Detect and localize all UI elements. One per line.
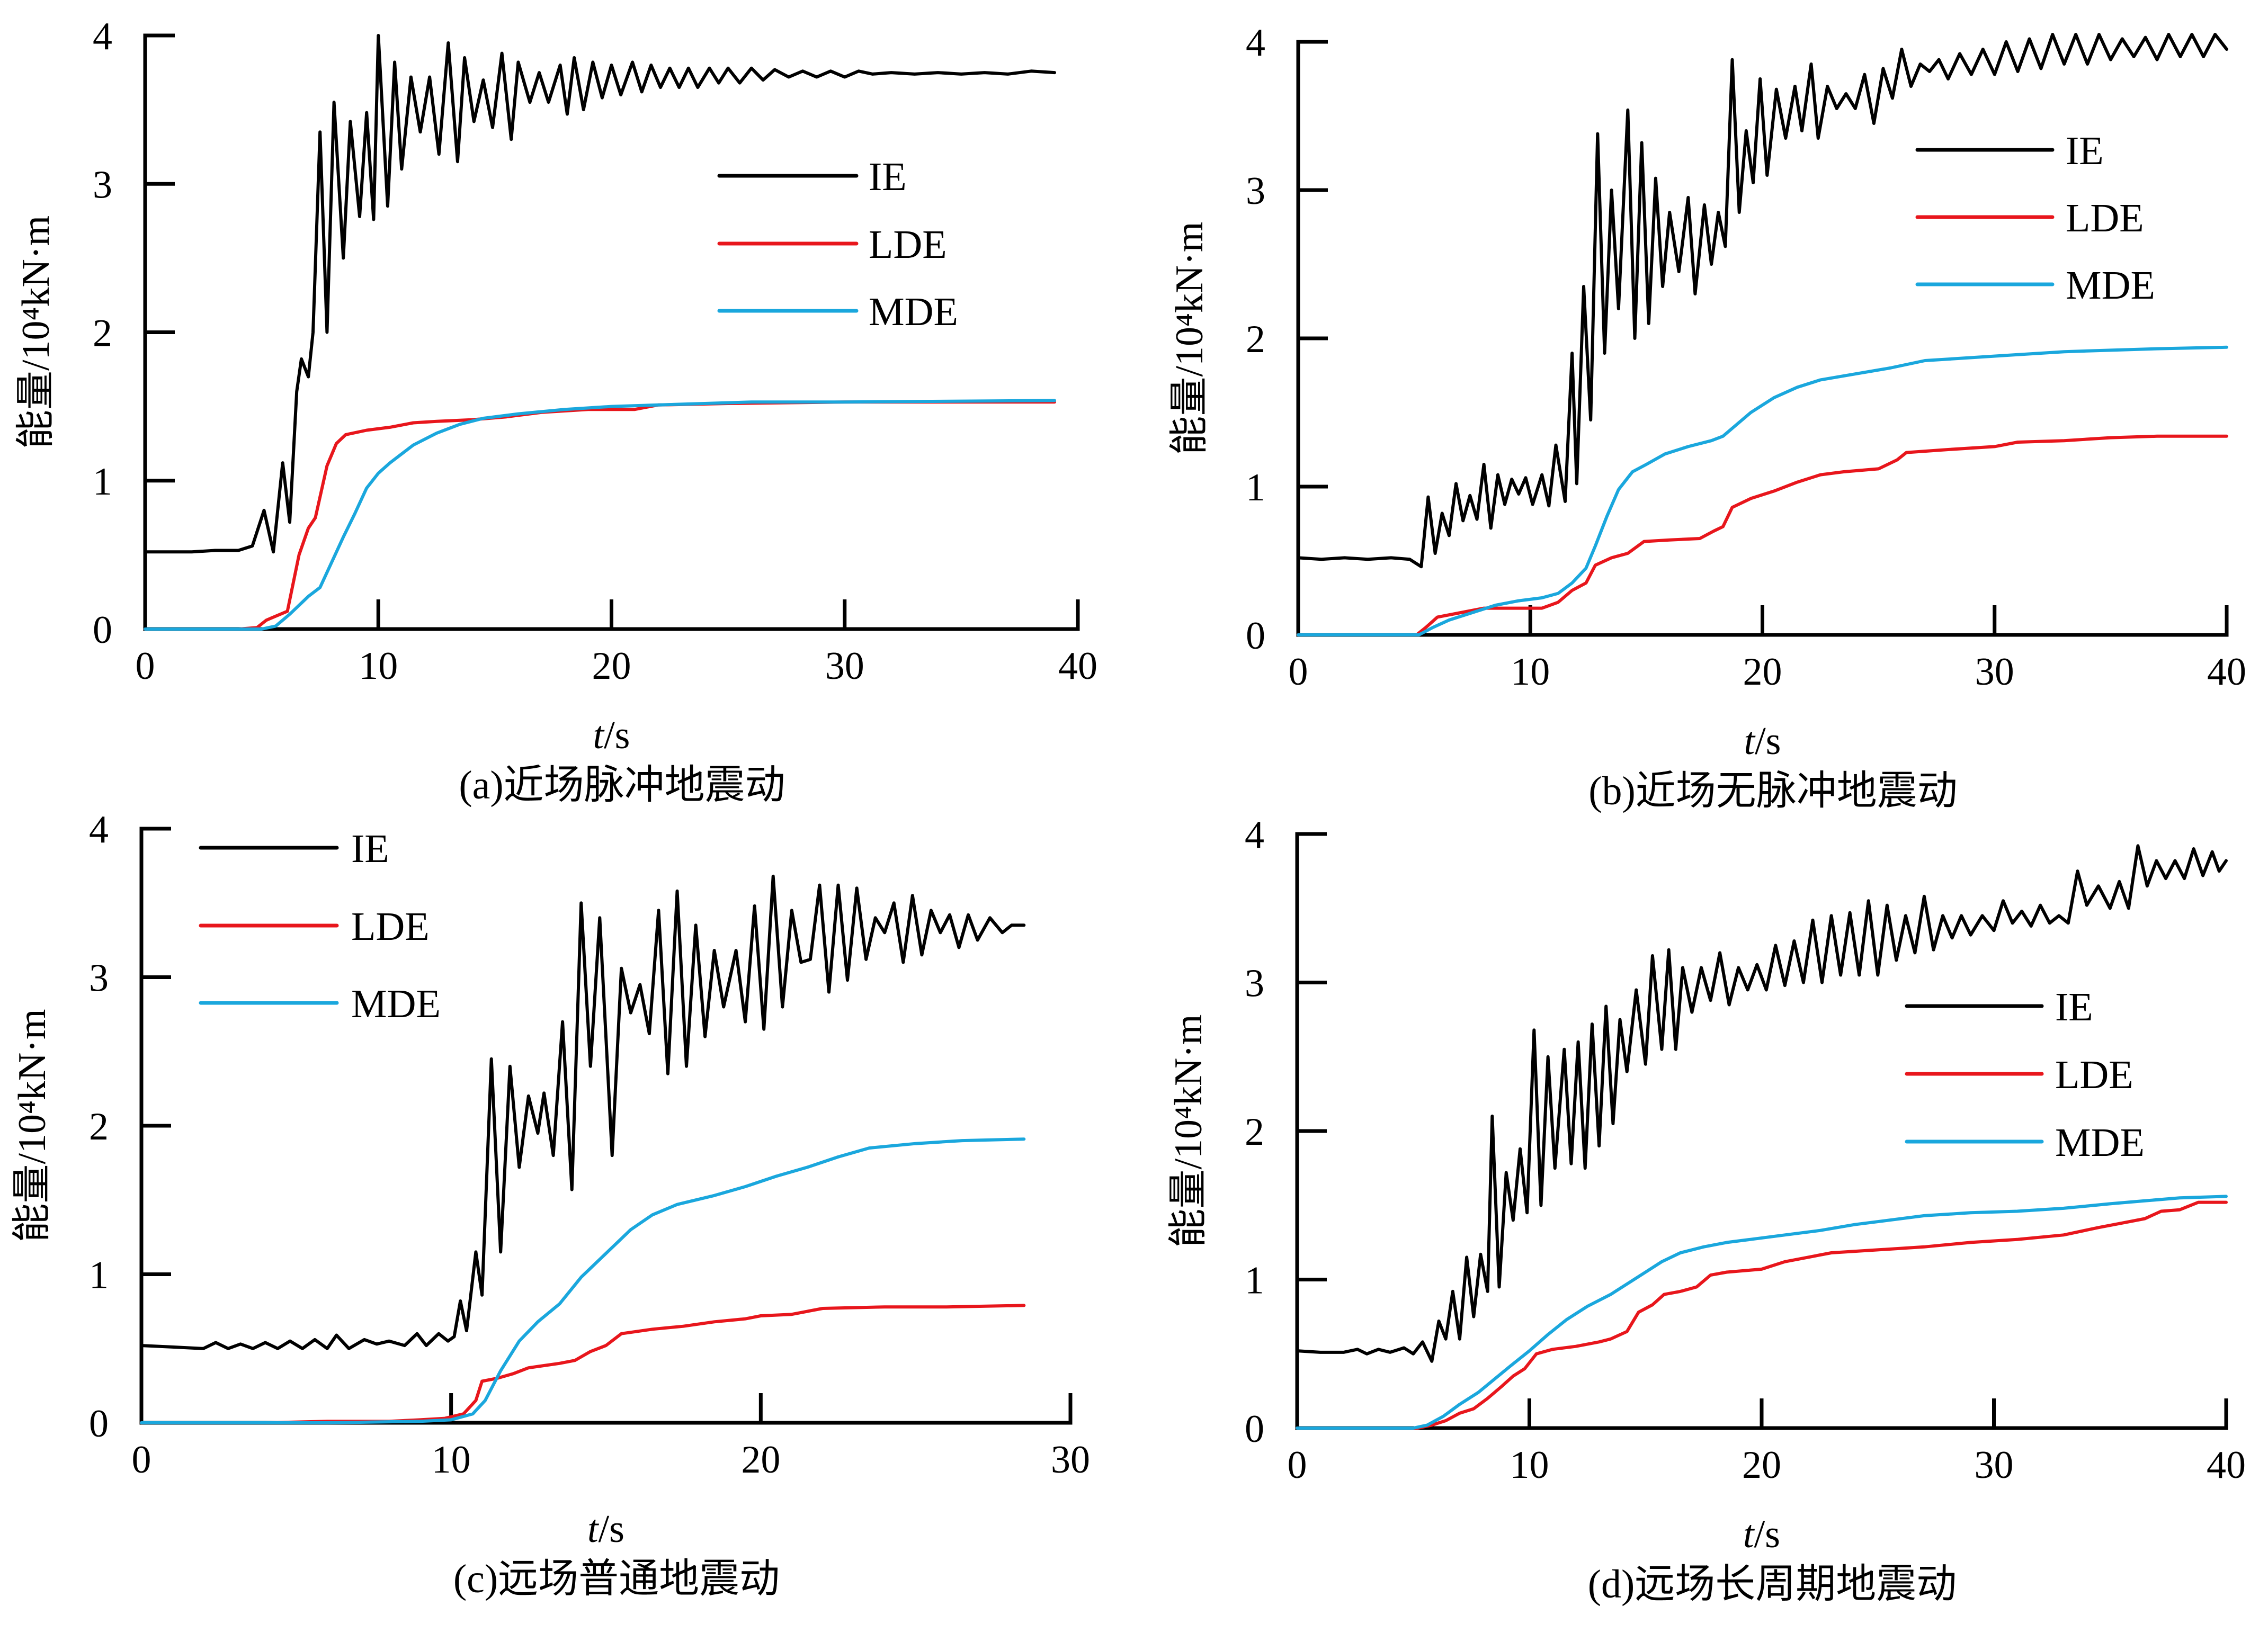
series-ie-line (144, 34, 1056, 554)
series-lde-line (140, 1304, 1026, 1424)
legend-label-ie: IE (2066, 129, 2104, 173)
x-tick-label: 20 (1743, 650, 1782, 694)
y-tick-label: 2 (93, 312, 112, 355)
y-tick-label: 1 (1245, 1259, 1264, 1303)
panel-caption: (b)近场无脉冲地震动 (1588, 769, 1958, 813)
y-tick-label: 0 (1246, 614, 1265, 658)
x-axis-title-unit: /s (599, 1508, 624, 1551)
x-axis-title-var: t (1744, 720, 1756, 763)
legend-label-lde: LDE (869, 222, 947, 267)
x-tick-label: 10 (432, 1438, 471, 1482)
x-tick-label: 10 (1511, 650, 1550, 694)
x-tick-label: 30 (1975, 1443, 2014, 1487)
x-tick-label: 30 (1975, 650, 2014, 694)
legend-label-mde: MDE (869, 290, 958, 334)
x-tick-label: 40 (1058, 644, 1097, 688)
x-axis-title-unit: /s (1755, 720, 1781, 763)
y-tick-label: 0 (89, 1402, 109, 1446)
x-axis-title: t/s (587, 1508, 624, 1551)
x-axis-title: t/s (1744, 720, 1781, 763)
y-axis-title: 能量/10⁴kN·m (14, 216, 58, 449)
x-tick-label: 20 (1742, 1443, 1781, 1487)
x-axis-title-var: t (587, 1508, 600, 1551)
legend-label-mde: MDE (351, 982, 441, 1026)
y-tick-label: 2 (1246, 318, 1265, 361)
y-axis-title: 能量/10⁴kN·m (1168, 221, 1211, 455)
x-axis-title-unit: /s (604, 714, 630, 757)
y-tick-label: 2 (89, 1105, 109, 1149)
y-tick-label: 2 (1245, 1110, 1264, 1154)
legend-label-lde: LDE (2055, 1053, 2133, 1097)
series-ie-line (140, 874, 1026, 1350)
x-tick-label: 10 (359, 644, 398, 688)
y-tick-label: 4 (93, 15, 112, 58)
y-tick-label: 3 (89, 957, 109, 1000)
series-mde-line (1296, 1195, 2228, 1430)
legend-label-ie: IE (351, 827, 389, 871)
y-tick-label: 4 (1245, 813, 1264, 857)
series-ie-line (1296, 844, 2228, 1363)
series-lde-line (144, 400, 1056, 631)
series-mde-line (140, 1137, 1026, 1424)
panel-caption: (c)远场普通地震动 (453, 1557, 780, 1601)
x-tick-label: 0 (132, 1438, 151, 1482)
y-tick-label: 0 (93, 608, 112, 652)
y-tick-label: 4 (1246, 21, 1265, 65)
y-axis-title: 能量/10⁴kN·m (1167, 1014, 1210, 1248)
y-tick-label: 3 (93, 163, 112, 207)
legend-label-mde: MDE (2055, 1120, 2145, 1165)
x-tick-label: 40 (2207, 650, 2246, 694)
y-tick-label: 3 (1246, 169, 1265, 213)
y-axis-title: 能量/10⁴kN·m (11, 1009, 54, 1242)
panel-c: 0 1 2 3 4 0 10 20 30 t/s 能量/10⁴kN·m (c)远场普通地震动 IE LDE… (11, 808, 1090, 1601)
y-tick-label: 4 (89, 808, 109, 851)
x-tick-label: 40 (2207, 1443, 2246, 1487)
x-tick-label: 20 (741, 1438, 780, 1482)
y-tick-label: 0 (1245, 1407, 1264, 1451)
y-tick-label: 1 (89, 1254, 109, 1297)
y-tick-label: 1 (1246, 466, 1265, 509)
x-axis-title-unit: /s (1754, 1513, 1780, 1556)
x-tick-label: 20 (592, 644, 631, 688)
series-mde-line (1297, 345, 2228, 636)
series-ie-line (1297, 33, 2228, 569)
x-axis-title: t/s (1743, 1513, 1780, 1556)
legend-label-mde: MDE (2066, 263, 2155, 308)
x-tick-label: 30 (825, 644, 864, 688)
y-tick-label: 1 (93, 460, 112, 504)
series-lde-line (1296, 1200, 2228, 1430)
x-tick-label: 0 (1289, 650, 1308, 694)
x-axis-title: t/s (593, 714, 630, 757)
legend-label-lde: LDE (351, 904, 430, 949)
legend-label-ie: IE (2055, 985, 2093, 1029)
legend-label-ie: IE (869, 155, 907, 199)
x-tick-label: 30 (1051, 1438, 1090, 1482)
x-tick-label: 10 (1510, 1443, 1549, 1487)
panel-caption: (a)近场脉冲地震动 (459, 763, 785, 807)
series-lde-line (1297, 434, 2228, 636)
x-tick-label: 0 (1288, 1443, 1307, 1487)
panel-caption: (d)远场长周期地震动 (1588, 1562, 1957, 1607)
x-tick-label: 0 (136, 644, 155, 688)
legend-label-lde: LDE (2066, 196, 2144, 240)
y-tick-label: 3 (1245, 962, 1264, 1006)
x-axis-title-var: t (593, 714, 605, 757)
series-mde-line (144, 399, 1056, 631)
x-axis-title-var: t (1743, 1513, 1755, 1556)
